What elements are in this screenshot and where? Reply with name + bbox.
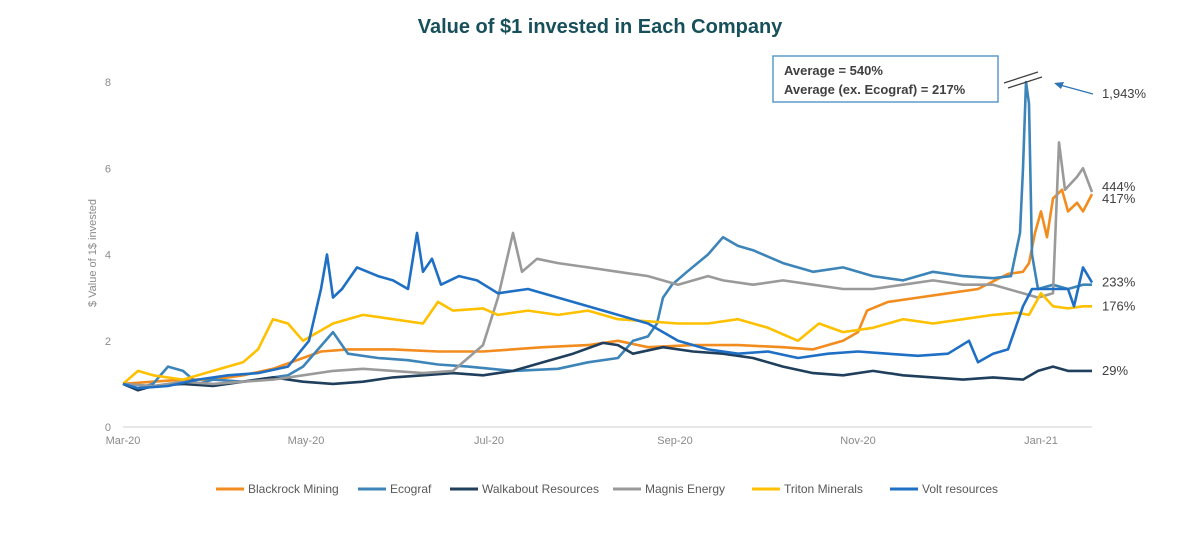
series-line-magnis-energy: [122, 141, 1094, 388]
y-tick-label: 6: [105, 163, 111, 175]
y-axis-label: $ Value of 1$ invested: [87, 199, 99, 307]
y-tick-label: 2: [105, 336, 111, 348]
legend-label: Blackrock Mining: [248, 482, 339, 496]
x-tick-label: May-20: [288, 435, 325, 447]
end-label-volt-resources: 233%: [1102, 275, 1136, 290]
end-label-magnis-energy: 444%: [1102, 179, 1136, 194]
series-line-volt-resources: [122, 231, 1094, 390]
y-tick-label: 4: [105, 250, 111, 262]
clipped-value-label: 1,943%: [1102, 86, 1147, 101]
legend-label: Magnis Energy: [645, 482, 725, 496]
legend-label: Volt resources: [922, 482, 998, 496]
series-line-ecograf: [122, 80, 1092, 390]
x-tick-label: Jul-20: [474, 435, 504, 447]
x-tick-label: Jan-21: [1024, 435, 1058, 447]
legend-item: Ecograf: [358, 482, 432, 496]
x-tick-label: Mar-20: [106, 435, 141, 447]
end-label-triton-minerals: 176%: [1102, 298, 1136, 313]
legend-item: Triton Minerals: [752, 482, 863, 496]
chart-title: Value of $1 invested in Each Company: [417, 16, 783, 38]
clipped-value-arrowhead: [1054, 82, 1064, 89]
legend-item: Walkabout Resources: [450, 482, 599, 496]
series-line-blackrock-mining: [122, 188, 1094, 386]
legend-item: Magnis Energy: [613, 482, 725, 496]
annotation-line-1: Average = 540%: [784, 63, 883, 78]
clipped-value-arrow: [1059, 84, 1094, 95]
axis-break-mark-2: [1007, 76, 1043, 89]
end-label-walkabout-resources: 29%: [1102, 363, 1128, 378]
average-annotation-box: [772, 55, 999, 103]
legend-item: Blackrock Mining: [216, 482, 339, 496]
series-line-walkabout-resources: [122, 341, 1092, 392]
legend-label: Ecograf: [390, 482, 432, 496]
legend-item: Volt resources: [890, 482, 998, 496]
x-tick-label: Nov-20: [840, 435, 875, 447]
legend-label: Walkabout Resources: [482, 482, 599, 496]
x-tick-label: Sep-20: [657, 435, 692, 447]
legend-label: Triton Minerals: [784, 482, 863, 496]
y-tick-label: 0: [105, 422, 111, 434]
y-tick-label: 8: [105, 77, 111, 89]
end-label-blackrock-mining: 417%: [1102, 191, 1136, 206]
annotation-line-2: Average (ex. Ecograf) = 217%: [784, 82, 966, 97]
series-line-triton-minerals: [122, 292, 1092, 385]
axis-break-mark-1: [1003, 71, 1039, 84]
